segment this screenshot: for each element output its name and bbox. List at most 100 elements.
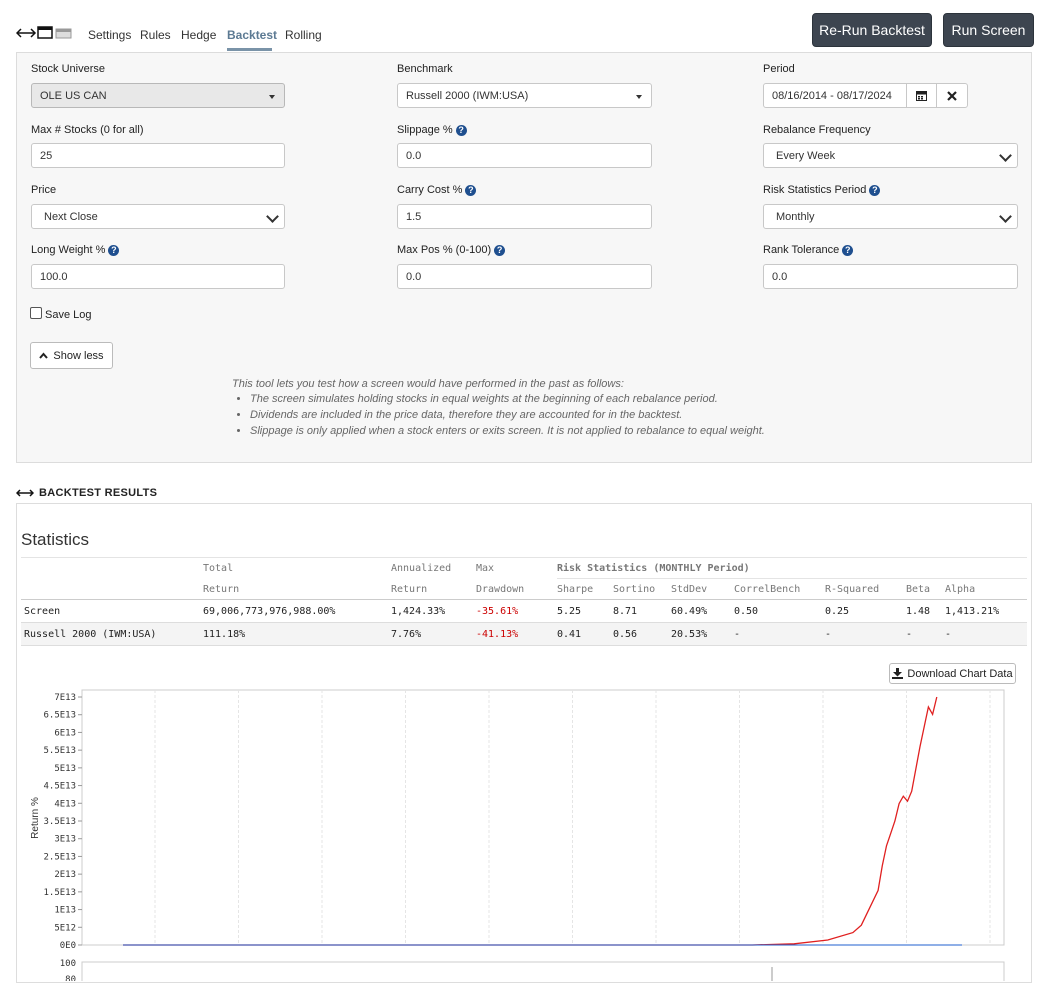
stddev-value: 20.53% [671,629,708,640]
y-axis-label: Return % [30,797,41,839]
carry-cost-input[interactable]: 1.5 [397,204,652,229]
info-bullet: The screen simulates holding stocks in e… [250,393,765,405]
slippage-label: Slippage %? [397,124,467,136]
header-rsquared: R-Squared [825,584,880,595]
header-drawdown: Drawdown [476,584,525,595]
y-tick-label: 5E13 [54,764,76,774]
help-icon[interactable]: ? [494,244,506,256]
row-name: Screen [24,606,61,617]
y-tick-label: 3.5E13 [43,817,76,827]
header-return: Return [391,584,428,595]
help-icon[interactable]: ? [465,184,477,196]
chevron-down-icon [266,210,279,223]
tab-backtest[interactable]: Backtest [227,28,278,42]
benchmark-select[interactable]: Russell 2000 (IWM:USA) [397,83,652,108]
rebalance-select[interactable]: Every Week [763,143,1018,168]
max-pos-input[interactable]: 0.0 [397,264,652,289]
y-tick-label: 2E13 [54,870,76,880]
calendar-button[interactable] [906,83,937,108]
long-weight-input[interactable]: 100.0 [31,264,285,289]
series-line-screen [123,696,938,946]
universe-label: Stock Universe [31,63,105,75]
download-chart-data-button[interactable]: Download Chart Data [889,663,1016,684]
help-icon[interactable]: ? [108,244,120,256]
max-drawdown-value: -35.61% [476,606,519,617]
header-max: Max [476,563,495,574]
clear-period-button[interactable] [936,83,968,108]
y-tick-label: 4E13 [54,799,76,809]
table-row: Screen 69,006,773,976,988.00% 1,424.33% … [21,600,1027,622]
info-intro: This tool lets you test how a screen wou… [232,378,624,390]
header-risk-group: Risk Statistics (MONTHLY Period) [557,563,750,574]
stddev-value: 60.49% [671,606,708,617]
divider [21,557,1027,558]
rank-tolerance-input[interactable]: 0.0 [763,264,1018,289]
close-icon [947,90,957,101]
price-select[interactable]: Next Close [31,204,285,229]
layout-toggle-icons[interactable] [15,26,74,42]
run-screen-button[interactable]: Run Screen [943,13,1034,47]
alpha-value: - [945,629,952,640]
tab-hedge[interactable]: Hedge [181,28,217,42]
y-tick-label: 5.5E13 [43,746,76,756]
info-bullet: Dividends are included in the price data… [250,409,765,421]
save-log-checkbox[interactable] [30,307,42,319]
carry-cost-label: Carry Cost %? [397,184,477,196]
correlbench-value: 0.50 [734,606,759,617]
sortino-value: 8.71 [613,606,638,617]
header-return: Return [203,584,240,595]
divider [21,645,1027,646]
header-sharpe: Sharpe [557,584,594,595]
period-input[interactable]: 08/16/2014 - 08/17/2024 [763,83,907,108]
chevron-down-icon [999,210,1012,223]
tab-settings[interactable]: Settings [88,28,132,42]
show-less-button[interactable]: Show less [30,342,113,369]
lower-panel-frame [81,961,1005,981]
calendar-icon [916,91,927,101]
tab-rules[interactable]: Rules [140,28,171,42]
help-icon[interactable]: ? [869,184,881,196]
expand-arrows-icon [15,26,72,39]
slippage-input[interactable]: 0.0 [397,143,652,168]
rerun-backtest-button[interactable]: Re-Run Backtest [812,13,932,47]
y-tick-label: 1E13 [54,906,76,916]
header-annualized: Annualized [391,563,452,574]
max-drawdown-value: -41.13% [476,629,519,640]
period-label: Period [763,63,795,75]
rsquared-value: 0.25 [825,606,850,617]
risk-period-select[interactable]: Monthly [763,204,1018,229]
chevron-down-icon [999,149,1012,162]
price-label: Price [31,184,57,196]
max-stocks-input[interactable]: 25 [31,143,285,168]
y-tick-label: 4.5E13 [43,782,76,792]
caret-down-icon [269,95,275,99]
benchmark-label: Benchmark [397,63,453,75]
header-stddev: StdDev [671,584,708,595]
section-title: BACKTEST RESULTS [39,487,158,499]
max-pos-label: Max Pos % (0-100)? [397,244,506,256]
y-tick-label: 3E13 [54,835,76,845]
universe-select[interactable]: OLE US CAN [31,83,285,108]
lower-panel-tick-label: 80 [65,975,76,981]
header-beta: Beta [906,584,931,595]
tab-rolling[interactable]: Rolling [285,28,322,42]
max-stocks-label: Max # Stocks (0 for all) [31,124,144,136]
y-tick-label: 7E13 [54,693,76,703]
expand-arrows-icon[interactable] [16,488,34,498]
divider [21,622,1027,623]
backtest-results-heading: BACKTEST RESULTS [16,487,157,499]
rebalance-label: Rebalance Frequency [763,124,871,136]
rank-tolerance-label: Rank Tolerance? [763,244,854,256]
annualized-return-value: 7.76% [391,629,422,640]
return-chart: 0E0 5E12 1E13 1.5E13 2E13 2.5E13 3E13 3.5E13 4E1… [30,689,1005,981]
show-less-label: Show less [53,349,104,362]
annualized-return-value: 1,424.33% [391,606,446,617]
divider [21,599,1027,600]
y-tick-label: 2.5E13 [43,852,76,862]
y-tick-label: 5E12 [54,923,76,933]
help-icon[interactable]: ? [842,244,854,256]
sharpe-value: 0.41 [557,629,582,640]
correlbench-value: - [734,629,741,640]
help-icon[interactable]: ? [455,124,467,136]
header-alpha: Alpha [945,584,976,595]
